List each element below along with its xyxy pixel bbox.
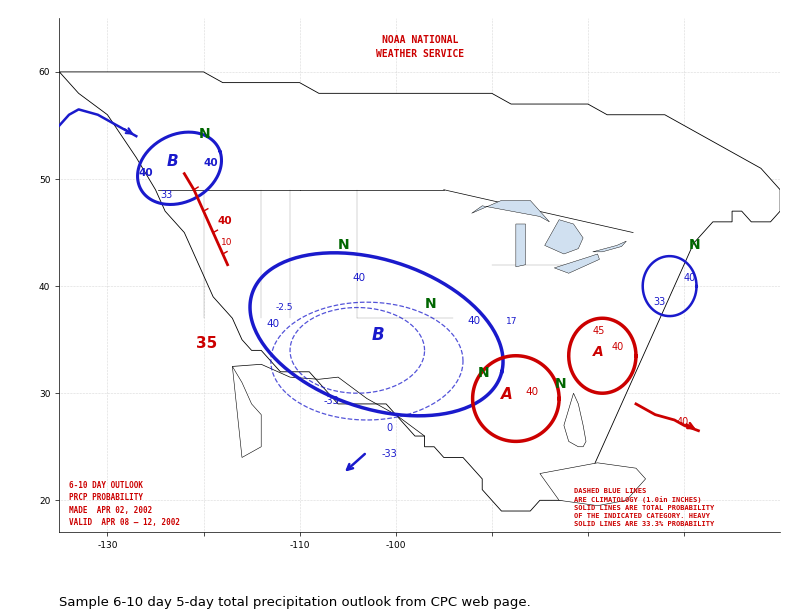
Text: 6-10 DAY OUTLOOK
PRCP PROBABILITY
MADE  APR 02, 2002
VALID  APR 08 – 12, 2002: 6-10 DAY OUTLOOK PRCP PROBABILITY MADE A… [69,480,180,527]
Text: 33: 33 [653,297,665,307]
Text: N: N [199,127,211,141]
Text: A: A [501,387,513,401]
Polygon shape [59,72,780,511]
Text: 40: 40 [676,417,688,427]
Text: -33: -33 [324,396,340,406]
Text: 40: 40 [684,273,696,283]
Text: WEATHER SERVICE: WEATHER SERVICE [375,49,464,59]
Text: DASHED BLUE LINES
ARE CLIMATOLOGY (1.0in INCHES)
SOLID LINES ARE TOTAL PROBABILI: DASHED BLUE LINES ARE CLIMATOLOGY (1.0in… [573,488,714,527]
Text: NOAA NATIONAL: NOAA NATIONAL [382,35,458,45]
Text: 40: 40 [352,273,366,283]
Text: Sample 6-10 day 5-day total precipitation outlook from CPC web page.: Sample 6-10 day 5-day total precipitatio… [59,596,531,609]
Text: 40: 40 [138,168,153,178]
Text: -2.5: -2.5 [276,303,293,312]
Polygon shape [592,241,626,252]
Text: -33: -33 [381,449,397,460]
Polygon shape [516,224,525,267]
Text: 40: 40 [468,316,481,326]
Text: N: N [554,377,566,391]
Text: B: B [167,154,179,169]
Text: 33: 33 [160,190,173,200]
Text: N: N [478,366,489,380]
Text: 40: 40 [266,319,279,329]
Polygon shape [232,367,261,458]
Text: N: N [425,297,436,310]
Text: 0: 0 [386,423,392,433]
Text: 40: 40 [525,387,539,397]
Polygon shape [564,394,586,447]
Text: 40: 40 [218,216,233,226]
Polygon shape [540,463,645,506]
Polygon shape [545,220,583,254]
Text: N: N [338,237,350,252]
Text: 40: 40 [612,342,624,353]
Polygon shape [554,254,600,273]
Text: N: N [689,237,700,252]
Text: 35: 35 [196,336,217,351]
Text: 10: 10 [221,239,232,247]
Text: 45: 45 [592,326,605,337]
Polygon shape [472,201,550,222]
Text: A: A [592,345,604,359]
Text: 40: 40 [204,158,218,168]
Text: B: B [371,326,384,344]
Text: 17: 17 [506,316,518,326]
